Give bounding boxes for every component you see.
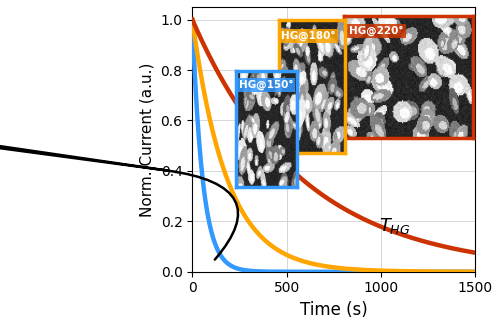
Y-axis label: Norm. Current (a.u.): Norm. Current (a.u.): [140, 62, 155, 216]
Text: $T_{HG}$: $T_{HG}$: [379, 216, 411, 236]
X-axis label: Time (s): Time (s): [300, 301, 368, 319]
